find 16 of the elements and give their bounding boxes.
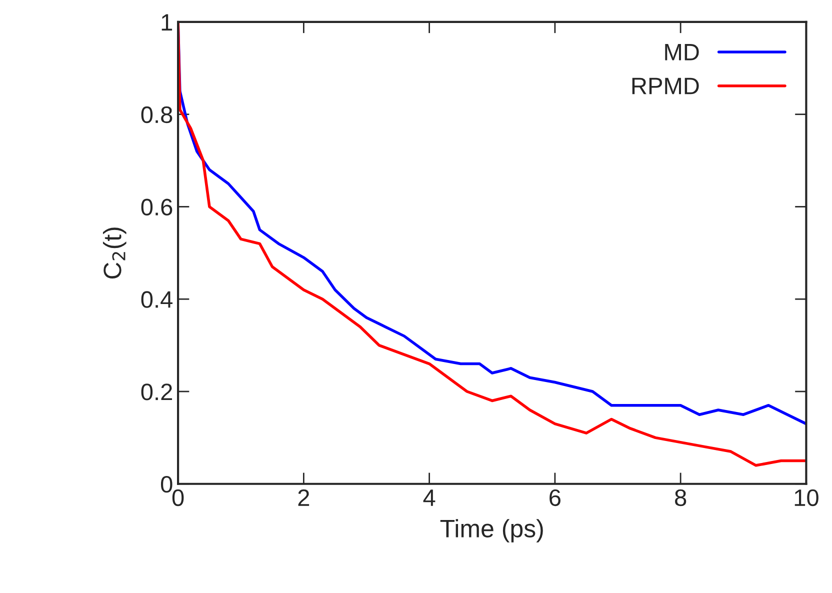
y-tick-label: 0	[160, 476, 172, 493]
x-tick-label: 2	[298, 489, 310, 506]
y-tick-label: 0.8	[141, 106, 172, 124]
y-tick-label: 0.2	[141, 384, 172, 400]
legend-label: MD	[665, 44, 699, 60]
y-tick-label: 0.4	[141, 291, 172, 308]
x-axis-title: Time (ps)	[440, 519, 543, 542]
x-tick-label: 8	[675, 489, 686, 506]
x-tick-label: 0	[172, 489, 184, 506]
x-tick-label: 10	[794, 489, 818, 506]
x-tick-label: 6	[550, 489, 560, 506]
legend-label: RPMD	[632, 78, 699, 94]
y-tick-label: 1	[162, 14, 172, 30]
x-tick-label: 4	[423, 490, 436, 506]
y-axis-title: C$_{2}$(t)	[102, 228, 126, 279]
y-tick-label: 0.6	[141, 198, 172, 216]
